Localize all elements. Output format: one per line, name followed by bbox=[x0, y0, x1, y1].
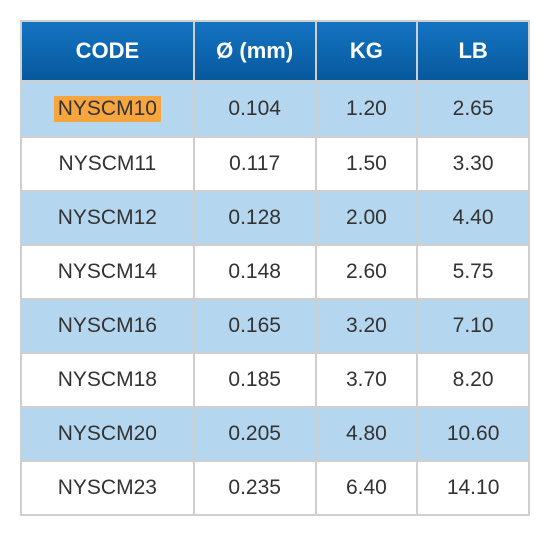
cell-code: NYSCM11 bbox=[21, 137, 194, 191]
table-row: NYSCM230.2356.4014.10 bbox=[21, 461, 529, 515]
table-header-row: CODE Ø (mm) KG LB bbox=[21, 21, 529, 81]
cell-code: NYSCM12 bbox=[21, 191, 194, 245]
cell-lb: 4.40 bbox=[417, 191, 529, 245]
cell-mm: 0.205 bbox=[194, 407, 316, 461]
col-header-code: CODE bbox=[21, 21, 194, 81]
cell-kg: 3.70 bbox=[316, 353, 418, 407]
table-row: NYSCM180.1853.708.20 bbox=[21, 353, 529, 407]
highlighted-code: NYSCM10 bbox=[54, 96, 161, 122]
col-header-lb: LB bbox=[417, 21, 529, 81]
cell-mm: 0.128 bbox=[194, 191, 316, 245]
cell-lb: 3.30 bbox=[417, 137, 529, 191]
cell-code: NYSCM23 bbox=[21, 461, 194, 515]
cell-kg: 1.20 bbox=[316, 81, 418, 137]
cell-lb: 10.60 bbox=[417, 407, 529, 461]
cell-code: NYSCM18 bbox=[21, 353, 194, 407]
cell-kg: 2.00 bbox=[316, 191, 418, 245]
table-row: NYSCM10 0.1041.202.65 bbox=[21, 81, 529, 137]
cell-lb: 8.20 bbox=[417, 353, 529, 407]
cell-lb: 14.10 bbox=[417, 461, 529, 515]
cell-mm: 0.104 bbox=[194, 81, 316, 137]
table-row: NYSCM140.1482.605.75 bbox=[21, 245, 529, 299]
table-row: NYSCM200.2054.8010.60 bbox=[21, 407, 529, 461]
col-header-mm: Ø (mm) bbox=[194, 21, 316, 81]
cell-mm: 0.117 bbox=[194, 137, 316, 191]
cell-mm: 0.185 bbox=[194, 353, 316, 407]
cell-lb: 2.65 bbox=[417, 81, 529, 137]
cell-code: NYSCM16 bbox=[21, 299, 194, 353]
cell-code: NYSCM10 bbox=[21, 81, 194, 137]
cell-code: NYSCM14 bbox=[21, 245, 194, 299]
cell-mm: 0.235 bbox=[194, 461, 316, 515]
cell-kg: 1.50 bbox=[316, 137, 418, 191]
cell-kg: 6.40 bbox=[316, 461, 418, 515]
table-row: NYSCM110.1171.503.30 bbox=[21, 137, 529, 191]
cell-code: NYSCM20 bbox=[21, 407, 194, 461]
cell-kg: 2.60 bbox=[316, 245, 418, 299]
specs-table: CODE Ø (mm) KG LB NYSCM100.1041.202.65NY… bbox=[20, 20, 530, 516]
table-row: NYSCM160.1653.207.10 bbox=[21, 299, 529, 353]
cell-kg: 4.80 bbox=[316, 407, 418, 461]
cell-lb: 5.75 bbox=[417, 245, 529, 299]
col-header-kg: KG bbox=[316, 21, 418, 81]
cell-mm: 0.148 bbox=[194, 245, 316, 299]
cell-mm: 0.165 bbox=[194, 299, 316, 353]
table-row: NYSCM120.1282.004.40 bbox=[21, 191, 529, 245]
cell-lb: 7.10 bbox=[417, 299, 529, 353]
cell-kg: 3.20 bbox=[316, 299, 418, 353]
